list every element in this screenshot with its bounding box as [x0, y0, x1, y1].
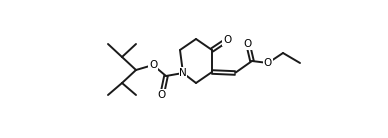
- Text: O: O: [244, 39, 252, 49]
- Text: O: O: [223, 35, 231, 45]
- Text: O: O: [149, 60, 157, 70]
- Text: O: O: [264, 58, 272, 68]
- Text: O: O: [158, 90, 166, 100]
- Text: N: N: [179, 68, 187, 78]
